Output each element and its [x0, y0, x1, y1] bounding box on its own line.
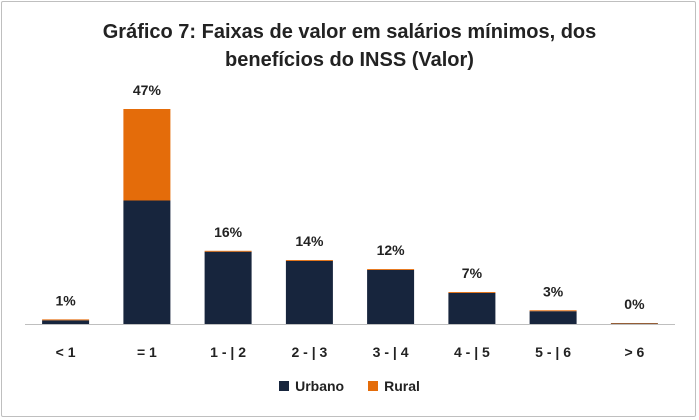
- bar-urbano-2: [204, 251, 252, 324]
- x-tick-label-3: 2 - | 3: [291, 344, 327, 360]
- legend-label-rural: Rural: [384, 378, 420, 394]
- x-tick-label-6: 5 - | 6: [535, 344, 571, 360]
- bar-urbano-5: [448, 292, 496, 324]
- bar-rural-4: [367, 269, 415, 270]
- x-tick-label-1: = 1: [137, 344, 157, 360]
- legend-label-urbano: Urbano: [295, 378, 345, 394]
- bar-total-label-3: 14%: [295, 233, 324, 249]
- bar-total-label-0: 1%: [55, 292, 76, 308]
- bar-total-label-1: 47%: [133, 82, 162, 98]
- chart-title-line-1: Gráfico 7: Faixas de valor em salários m…: [102, 21, 597, 43]
- legend-item-rural: Rural: [368, 378, 420, 394]
- bar-urbano-7: [610, 323, 658, 324]
- bar-total-label-5: 7%: [462, 265, 483, 281]
- legend-item-urbano: Urbano: [279, 378, 344, 394]
- x-tick-label-5: 4 - | 5: [454, 344, 490, 360]
- legend: Urbano Rural: [0, 378, 699, 394]
- chart-title-line-2: benefícios do INSS (Valor): [225, 49, 474, 71]
- legend-swatch-rural: [368, 381, 379, 391]
- x-tick-label-0: < 1: [56, 344, 76, 360]
- bar-urbano-4: [367, 270, 415, 324]
- bar-urbano-1: [123, 200, 171, 324]
- bar-rural-2: [204, 250, 252, 252]
- bar-rural-6: [529, 310, 577, 312]
- x-tick-label-7: > 6: [624, 344, 644, 360]
- legend-swatch-urbano: [279, 381, 290, 391]
- x-tick-label-4: 3 - | 4: [373, 344, 409, 360]
- bar-rural-0: [42, 319, 90, 321]
- bar-urbano-0: [42, 320, 90, 324]
- bar-rural-5: [448, 292, 496, 293]
- bar-total-label-2: 16%: [214, 224, 243, 240]
- bar-total-label-6: 3%: [543, 283, 564, 299]
- x-tick-label-2: 1 - | 2: [210, 344, 246, 360]
- bar-total-label-7: 0%: [624, 296, 645, 312]
- chart-title: Gráfico 7: Faixas de valor em salários m…: [0, 18, 699, 74]
- bar-rural-7: [610, 323, 658, 324]
- bar-rural-3: [285, 260, 333, 261]
- bar-rural-1: [123, 109, 171, 201]
- bar-urbano-6: [529, 311, 577, 324]
- bar-urbano-3: [285, 260, 333, 324]
- bar-total-label-4: 12%: [377, 242, 406, 258]
